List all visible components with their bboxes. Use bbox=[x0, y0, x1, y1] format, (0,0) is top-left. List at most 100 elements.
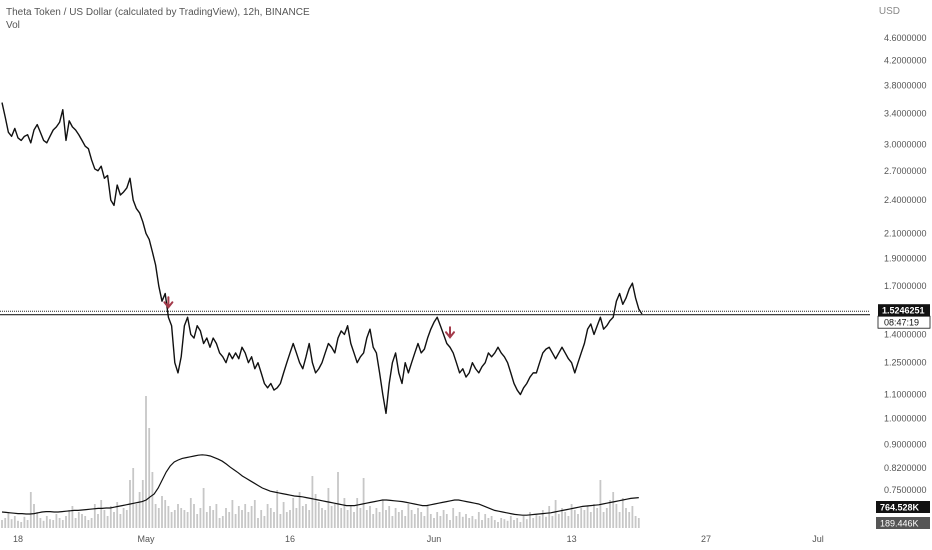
volume-bar bbox=[612, 492, 615, 528]
volume-bar bbox=[593, 504, 595, 528]
volume-bar bbox=[180, 508, 183, 528]
volume-bar bbox=[525, 519, 528, 528]
volume-bar bbox=[250, 506, 253, 528]
volume-bar bbox=[295, 508, 298, 528]
volume-bar bbox=[548, 506, 551, 528]
volume-bar bbox=[343, 498, 346, 528]
volume-bar bbox=[333, 504, 336, 528]
volume-bar bbox=[285, 512, 288, 528]
volume-bar bbox=[132, 468, 135, 528]
volume-bar bbox=[71, 506, 74, 528]
volume-bar bbox=[628, 512, 631, 528]
volume-bar bbox=[109, 506, 112, 528]
volume-bar bbox=[468, 518, 471, 528]
down-arrow-icon bbox=[163, 296, 174, 309]
volume-bar bbox=[503, 519, 506, 528]
volume-bar bbox=[26, 520, 29, 528]
volume-bar bbox=[330, 506, 333, 528]
volume-bar bbox=[301, 506, 304, 528]
volume-bar bbox=[33, 504, 35, 528]
volume-bar bbox=[161, 496, 163, 528]
x-tick-label: Jun bbox=[427, 534, 442, 544]
volume-bar bbox=[602, 512, 605, 528]
volume-bar bbox=[417, 508, 419, 528]
volume-bar bbox=[545, 516, 547, 528]
volume-bar bbox=[7, 512, 10, 528]
countdown-tag-value: 08:47:19 bbox=[884, 318, 919, 328]
volume-bar bbox=[397, 512, 400, 528]
volume-bar bbox=[621, 498, 624, 528]
volume-bar bbox=[516, 518, 519, 528]
volume-bar bbox=[186, 512, 189, 528]
y-tick-label: 1.4000000 bbox=[884, 329, 927, 339]
volume-bar bbox=[522, 516, 525, 528]
volume-bar bbox=[247, 512, 250, 528]
volume-bar bbox=[484, 514, 487, 528]
volume-bar bbox=[212, 510, 215, 528]
volume-bar bbox=[97, 514, 99, 528]
volume-bar bbox=[577, 514, 579, 528]
volume-bar bbox=[276, 490, 279, 528]
y-tick-label: 1.1000000 bbox=[884, 390, 927, 400]
volume-bar bbox=[228, 512, 231, 528]
volume-bar bbox=[138, 492, 141, 528]
volume-bar bbox=[55, 514, 58, 528]
down-arrow-icon bbox=[445, 326, 455, 339]
x-tick-label: 13 bbox=[567, 534, 577, 544]
volume-bar bbox=[221, 516, 224, 528]
volume-bar bbox=[388, 506, 391, 528]
volume-bar bbox=[177, 504, 179, 528]
volume-bar bbox=[196, 514, 199, 528]
volume-bar bbox=[36, 512, 39, 528]
volume-bar bbox=[234, 514, 237, 528]
currency-label: USD bbox=[878, 6, 900, 17]
volume-bar bbox=[589, 512, 592, 528]
price-tag-bg bbox=[878, 304, 930, 317]
volume-bar bbox=[583, 510, 586, 528]
price-line bbox=[1, 102, 643, 415]
volume-bar bbox=[538, 516, 541, 528]
volume-bar bbox=[164, 500, 167, 528]
volume-bar bbox=[205, 512, 208, 528]
volume-bar bbox=[4, 518, 7, 528]
volume-bar bbox=[356, 498, 359, 528]
volume-bar bbox=[557, 514, 560, 528]
volume-bar bbox=[433, 518, 435, 528]
volume-bar bbox=[631, 506, 634, 528]
y-tick-label: 2.4000000 bbox=[884, 195, 927, 205]
volume-bar bbox=[61, 520, 64, 528]
volume-bar bbox=[218, 518, 221, 528]
volume-bar bbox=[13, 516, 16, 528]
volume-bar bbox=[39, 518, 42, 528]
volume-bar bbox=[564, 512, 567, 528]
volume-bar bbox=[375, 508, 378, 528]
volume-bar bbox=[260, 510, 263, 528]
y-tick-label: 1.9000000 bbox=[884, 253, 927, 263]
volume-bar bbox=[170, 512, 173, 528]
volume-bar bbox=[231, 500, 234, 528]
volume-bar bbox=[266, 504, 269, 528]
volume-bar bbox=[122, 508, 125, 528]
volume-bar bbox=[77, 512, 80, 528]
volume-bar bbox=[497, 522, 499, 528]
x-tick-label: May bbox=[137, 534, 155, 544]
volume-bar bbox=[573, 510, 576, 528]
volume-bar bbox=[337, 472, 339, 528]
volume-bar bbox=[279, 514, 282, 528]
volume-bar bbox=[493, 520, 496, 528]
volume-bar bbox=[509, 516, 512, 528]
volume-bar bbox=[193, 504, 195, 528]
volume-bar bbox=[369, 506, 371, 528]
y-tick-label: 3.8000000 bbox=[884, 81, 927, 91]
volume-bar bbox=[145, 396, 147, 528]
volume-bar bbox=[298, 492, 301, 528]
volume-bar bbox=[116, 502, 119, 528]
volume-bar bbox=[68, 510, 71, 528]
volume-bar bbox=[20, 522, 23, 528]
volume-bar bbox=[151, 472, 154, 528]
volume-bar bbox=[609, 500, 611, 528]
y-tick-label: 4.2000000 bbox=[884, 56, 927, 66]
volume-bar bbox=[615, 504, 618, 528]
